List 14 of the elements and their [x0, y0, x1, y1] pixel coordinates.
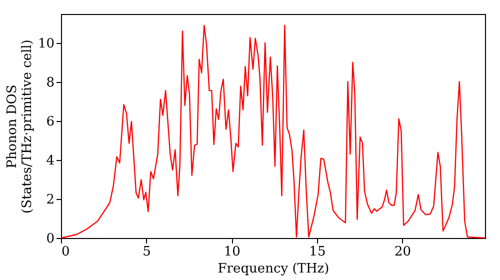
x-tick-label: 20	[394, 244, 412, 260]
x-tick-label: 5	[142, 244, 151, 260]
x-tick-label: 10	[224, 244, 240, 260]
y-tick-label: 4	[46, 154, 54, 169]
y-tick-label: 2	[46, 192, 54, 208]
line-series	[60, 24, 486, 239]
y-tick-label: 0	[46, 232, 54, 246]
y-tick-label: 8	[46, 76, 54, 91]
y-tick-label: 6	[46, 114, 54, 130]
x-axis-title: Frequency (THz)	[218, 262, 330, 276]
x-tick-label: 0	[62, 244, 70, 260]
x-tick-label: 15	[309, 244, 326, 260]
y-tick-label: 10	[38, 36, 54, 52]
y-axis-title: Phonon DOS (States/THz·primitive cell)	[4, 39, 35, 214]
